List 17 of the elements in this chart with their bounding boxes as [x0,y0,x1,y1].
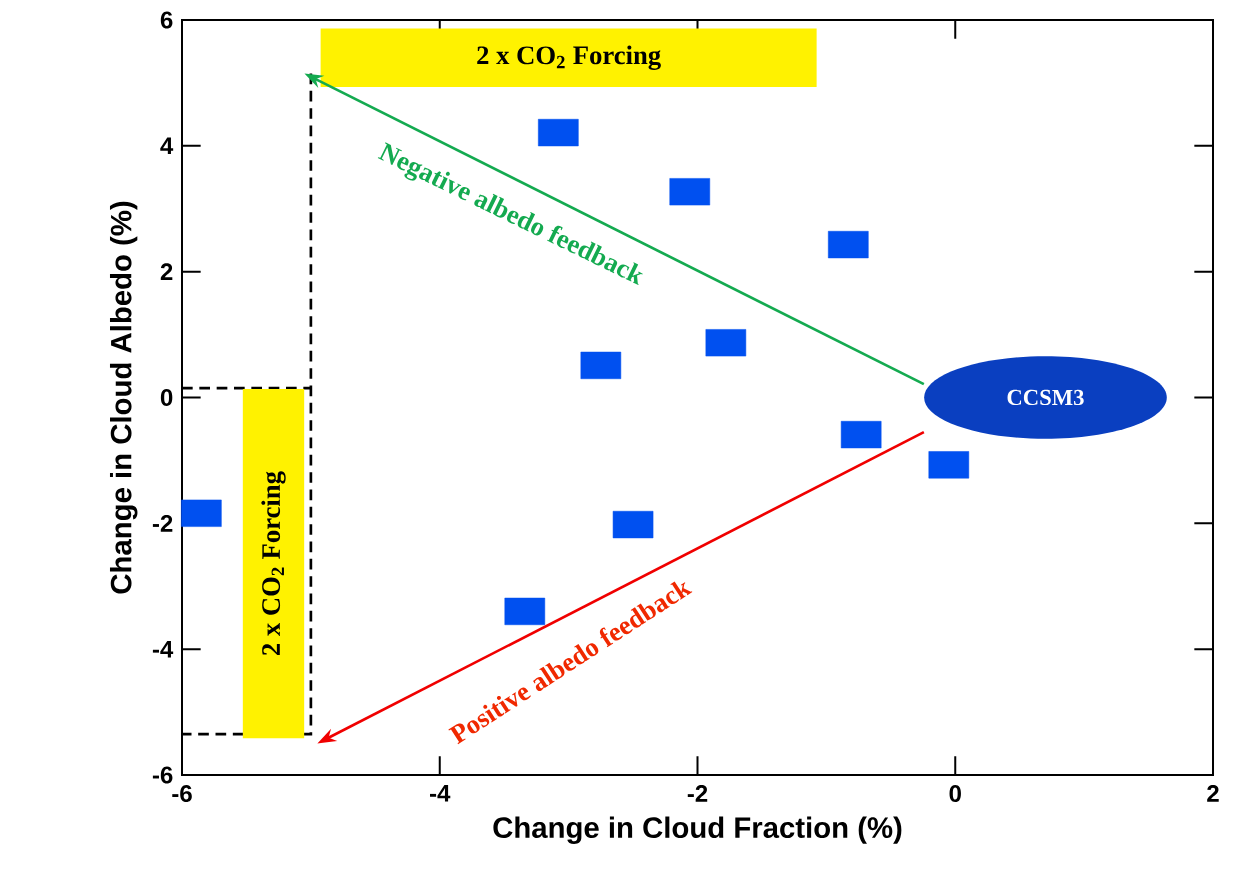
x-axis-title: Change in Cloud Fraction (%) [493,816,902,844]
y-tick-label: 4 [160,137,174,155]
y-tick-label: 0 [160,388,173,406]
x-tick-label: -4 [430,785,451,802]
x-tick-label: -6 [172,785,192,803]
x-tick-label: -2 [687,785,708,802]
y-tick-label: -2 [152,514,173,532]
y-tick-label: 2 [160,263,173,281]
y-tick-label: -6 [152,766,173,784]
y-axis-title: Change in Cloud Albedo (%) [109,201,138,594]
x-tick-label: 0 [949,785,961,803]
y-tick-label: 6 [160,11,173,29]
x-tick-label: 2 [1207,785,1219,802]
annotation: CCSM3 [1007,389,1084,406]
annotation: 2 x CO$_{2}$ Forcing [477,45,661,70]
annotation: 2 x CO$_{2}$ Forcing [261,471,286,655]
y-tick-label: -4 [152,640,174,658]
